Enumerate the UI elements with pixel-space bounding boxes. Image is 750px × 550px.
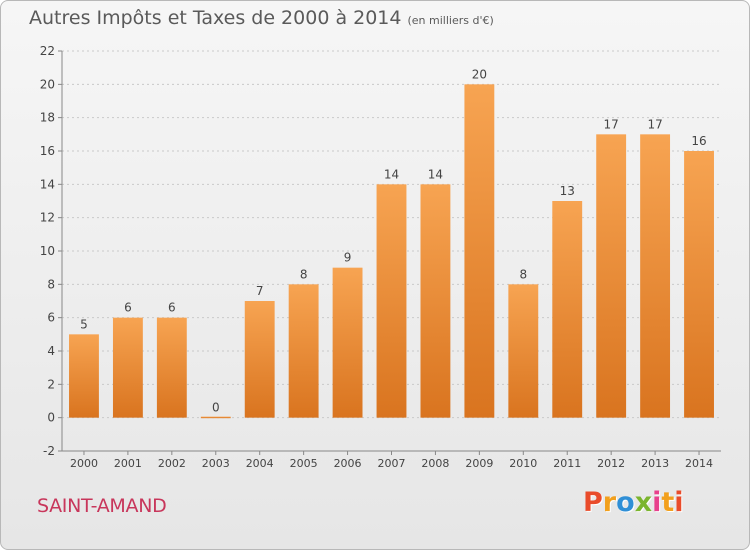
bar-value-label: 5 — [80, 317, 88, 331]
bar-value-label: 8 — [300, 267, 308, 281]
bar — [200, 416, 231, 419]
y-tick-label: 12 — [40, 211, 55, 225]
x-tick-label: 2010 — [509, 457, 537, 470]
bar — [288, 284, 319, 418]
bar-value-label: 20 — [472, 67, 487, 81]
bar-value-label: 9 — [344, 251, 352, 265]
bar — [464, 84, 495, 418]
y-tick-label: -2 — [43, 444, 55, 458]
bar — [508, 284, 539, 418]
y-tick-label: 4 — [47, 344, 55, 358]
bar — [376, 184, 407, 418]
x-tick-label: 2013 — [641, 457, 669, 470]
x-tick-label: 2014 — [685, 457, 713, 470]
bar-value-label: 6 — [168, 301, 176, 315]
bar-value-label: 14 — [428, 167, 443, 181]
y-tick-label: 8 — [47, 277, 55, 291]
bar — [596, 134, 627, 418]
x-tick-label: 2001 — [114, 457, 142, 470]
bar — [640, 134, 671, 418]
x-tick-label: 2012 — [597, 457, 625, 470]
bar-value-label: 16 — [691, 134, 706, 148]
commune-name: SAINT-AMAND — [37, 495, 167, 517]
chart-title: Autres Impôts et Taxes de 2000 à 2014 (en… — [29, 7, 494, 29]
bar — [69, 334, 99, 418]
y-tick-label: 14 — [40, 177, 55, 191]
bar-value-label: 7 — [256, 284, 264, 298]
chart-subtitle: (en milliers d'€) — [407, 14, 494, 27]
bar-value-label: 6 — [124, 301, 132, 315]
y-tick-label: 20 — [40, 77, 55, 91]
bar — [684, 151, 714, 418]
y-tick-label: 0 — [47, 411, 55, 425]
x-tick-label: 2002 — [158, 457, 186, 470]
y-tick-label: 2 — [47, 377, 55, 391]
bar — [244, 301, 275, 418]
x-tick-label: 2000 — [70, 457, 98, 470]
x-tick-label: 2008 — [421, 457, 449, 470]
proxiti-logo: Proxiti — [583, 487, 684, 518]
y-tick-label: 6 — [47, 311, 55, 325]
bar — [420, 184, 451, 418]
bar-value-label: 17 — [604, 117, 619, 131]
x-tick-label: 2011 — [553, 457, 581, 470]
bar — [332, 267, 363, 418]
y-tick-label: 16 — [40, 144, 55, 158]
y-tick-label: 10 — [40, 244, 55, 258]
x-tick-label: 2007 — [378, 457, 406, 470]
x-tick-label: 2004 — [246, 457, 274, 470]
x-tick-label: 2003 — [202, 457, 230, 470]
bar-value-label: 8 — [519, 267, 527, 281]
y-tick-label: 22 — [40, 44, 55, 58]
bar-value-label: 13 — [560, 184, 575, 198]
bar — [112, 317, 143, 418]
chart-title-text: Autres Impôts et Taxes de 2000 à 2014 — [29, 7, 402, 29]
y-tick-label: 18 — [40, 111, 55, 125]
x-tick-label: 2006 — [334, 457, 362, 470]
bar-value-label: 14 — [384, 167, 399, 181]
x-tick-label: 2005 — [290, 457, 318, 470]
bar-value-label: 0 — [212, 401, 220, 415]
bar — [156, 317, 187, 418]
bar — [552, 201, 583, 418]
x-tick-label: 2009 — [465, 457, 493, 470]
bar-value-label: 17 — [647, 117, 662, 131]
